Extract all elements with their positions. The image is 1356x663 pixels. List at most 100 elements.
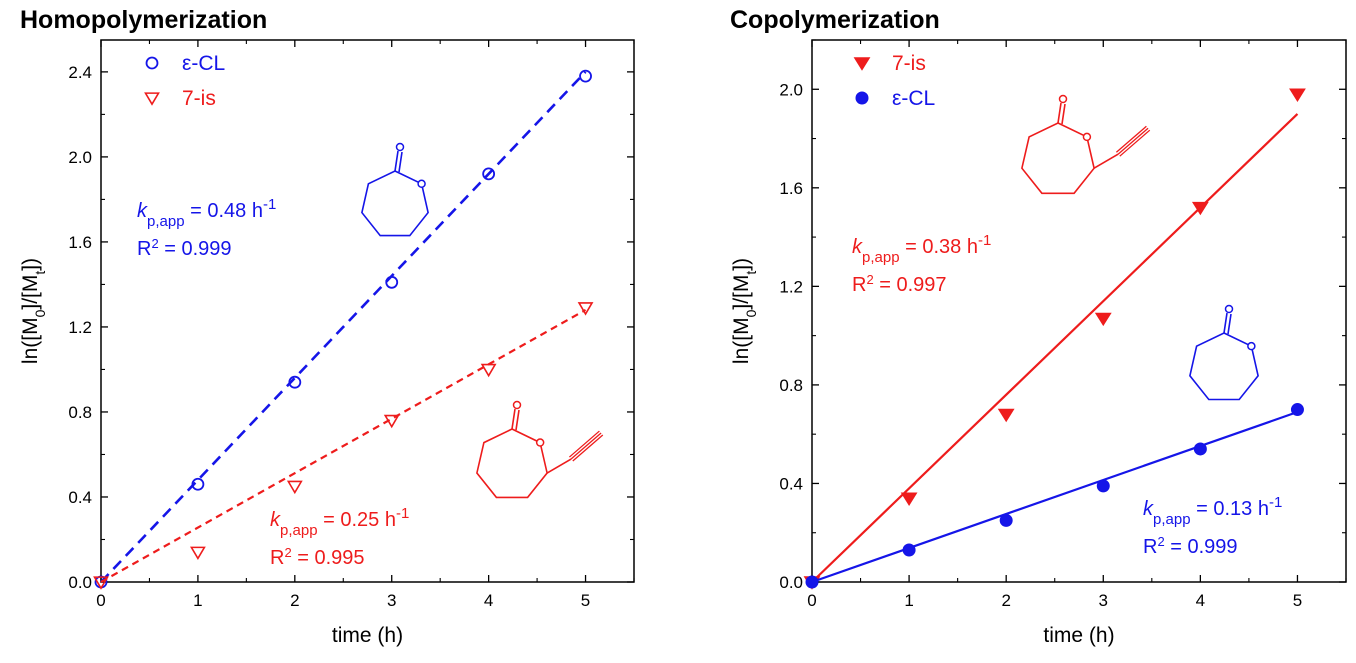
rate-sub: p,app	[280, 522, 318, 539]
data-point-ε-CL	[999, 513, 1013, 527]
r-squared-label: R2 = 0.995	[270, 545, 365, 570]
x-tick-label: 3	[1099, 591, 1108, 610]
legend-marker-7-is	[144, 92, 160, 106]
y-tick-label: 0.4	[68, 488, 92, 507]
fit-line-7-is	[100, 308, 587, 583]
data-point-ε-CL	[1290, 403, 1304, 417]
data-point-7-is	[383, 414, 400, 429]
rate-constant-label: kp,app = 0.25 h-1	[270, 505, 409, 539]
carbonyl-bond-2-0-1	[515, 409, 520, 431]
y-axis-title-part: ln([M	[730, 317, 753, 364]
r-prefix: R	[270, 547, 284, 569]
y-tick-label: 0.0	[68, 573, 92, 592]
y-axis-title-part: ]/[M	[19, 275, 42, 310]
r-prefix: R	[137, 238, 151, 260]
carbonyl-oxygen-0-1	[512, 400, 522, 410]
legend-label: 7-is	[182, 87, 216, 110]
x-tick-label: 3	[387, 591, 396, 610]
homopolymerization-plot: 0 1 2 3 4 5 0.0 0.4 0.8 1.2 1.6 2.0 2.4 time (h) ln([M…	[19, 39, 635, 647]
data-point-ε-CL	[288, 375, 302, 389]
rate-unit-sup: -1	[1269, 494, 1282, 511]
carbonyl-oxygen-1-0	[1058, 94, 1068, 104]
x-tick-label: 5	[581, 591, 590, 610]
legend-label: ε-CL	[182, 52, 225, 75]
rate-unit-sup: -1	[263, 196, 276, 213]
x-tick-label: 5	[1293, 591, 1302, 610]
r-prefix: R	[1143, 536, 1157, 558]
r-prefix: R	[852, 274, 866, 296]
alkyne-bond-0-1	[570, 432, 602, 460]
y-tick-label: 2.4	[68, 63, 92, 82]
y-tick-label: 2.0	[779, 80, 803, 99]
carbonyl-bond-2-1-0	[1061, 103, 1066, 125]
rate-k: k	[270, 509, 281, 531]
r-sup: 2	[1157, 534, 1164, 549]
legend-label: ε-CL	[892, 87, 935, 110]
y-axis-title: ln([M0]/[Mt])	[19, 258, 48, 364]
data-point-7-is	[93, 576, 109, 590]
y-axis-title-part: ])	[730, 258, 753, 271]
rate-unit-sup: -1	[978, 232, 991, 249]
alkyne-bond-1-0	[1117, 127, 1149, 155]
y-axis-title-sub: t	[743, 271, 759, 275]
r-value: = 0.997	[874, 274, 947, 296]
y-axis-title-sub: t	[32, 271, 48, 275]
data-point-ε-CL	[1193, 442, 1207, 456]
ring-oxygen-0-0	[417, 179, 426, 189]
y-tick-label: 0.8	[68, 403, 92, 422]
rate-k: k	[137, 200, 148, 222]
alkyne-bond-1-0	[1115, 125, 1147, 153]
y-axis-title: ln([M0]/[Mt])	[730, 258, 759, 364]
carbonyl-bond-1-1	[1223, 312, 1228, 334]
carbonyl-bond-0-1	[511, 408, 516, 430]
lactone-ring-1-1	[1189, 332, 1259, 401]
data-point-7-is	[1289, 88, 1306, 102]
legend-marker-7-is	[853, 57, 871, 71]
rate-k: k	[1143, 498, 1154, 520]
rate-constant-label: kp,app = 0.38 h-1	[852, 232, 991, 266]
rate-constant-label: kp,app = 0.13 h-1	[1143, 494, 1282, 528]
carbonyl-oxygen-1-1	[1224, 304, 1234, 314]
y-tick-label: 1.6	[779, 179, 803, 198]
rate-k: k	[852, 236, 863, 258]
r-squared-label: R2 = 0.999	[137, 236, 232, 261]
x-axis-title: time (h)	[332, 624, 403, 647]
lactone-ring-0-0	[361, 170, 429, 237]
data-point-7-is	[480, 363, 497, 378]
data-point-ε-CL	[579, 69, 592, 83]
y-tick-label: 0.4	[779, 474, 803, 493]
lactone-ring-0-1	[476, 428, 548, 499]
lactone-ring-1-0	[1021, 122, 1095, 195]
fit-line-7-is	[811, 113, 1299, 583]
data-point-ε-CL	[191, 477, 205, 491]
rate-sub: p,app	[862, 249, 900, 266]
data-point-ε-CL	[805, 575, 819, 589]
r-sup: 2	[284, 545, 291, 560]
x-tick-label: 0	[96, 591, 105, 610]
y-axis-title-sub: 0	[743, 309, 759, 317]
rate-value: = 0.38 h	[900, 236, 978, 258]
legend-marker-ε-CL	[855, 91, 869, 105]
carbonyl-oxygen-0-0	[395, 142, 405, 152]
y-tick-label: 1.2	[779, 277, 803, 296]
legend-marker-ε-CL	[145, 56, 159, 70]
r-sup: 2	[866, 272, 873, 287]
rate-sub: p,app	[1153, 511, 1191, 528]
x-tick-label: 4	[484, 591, 493, 610]
y-axis-title-part: ]/[M	[730, 275, 753, 310]
data-point-ε-CL	[482, 167, 496, 181]
legend-label: 7-is	[892, 52, 926, 75]
r-value: = 0.995	[292, 547, 365, 569]
alkyne-bond-0-1	[572, 434, 604, 462]
panel-title-homopolymerization: Homopolymerization	[20, 6, 268, 34]
carbonyl-bond-1-0	[1057, 102, 1062, 124]
carbonyl-bond-2-0-0	[398, 151, 403, 173]
y-axis-title-part: ])	[19, 258, 42, 271]
r-value: = 0.999	[159, 238, 232, 260]
plot-frame	[811, 39, 1347, 583]
data-point-7-is	[286, 480, 303, 495]
rate-sub: p,app	[147, 213, 185, 230]
data-point-7-is	[900, 492, 918, 507]
data-point-ε-CL	[1096, 479, 1110, 493]
